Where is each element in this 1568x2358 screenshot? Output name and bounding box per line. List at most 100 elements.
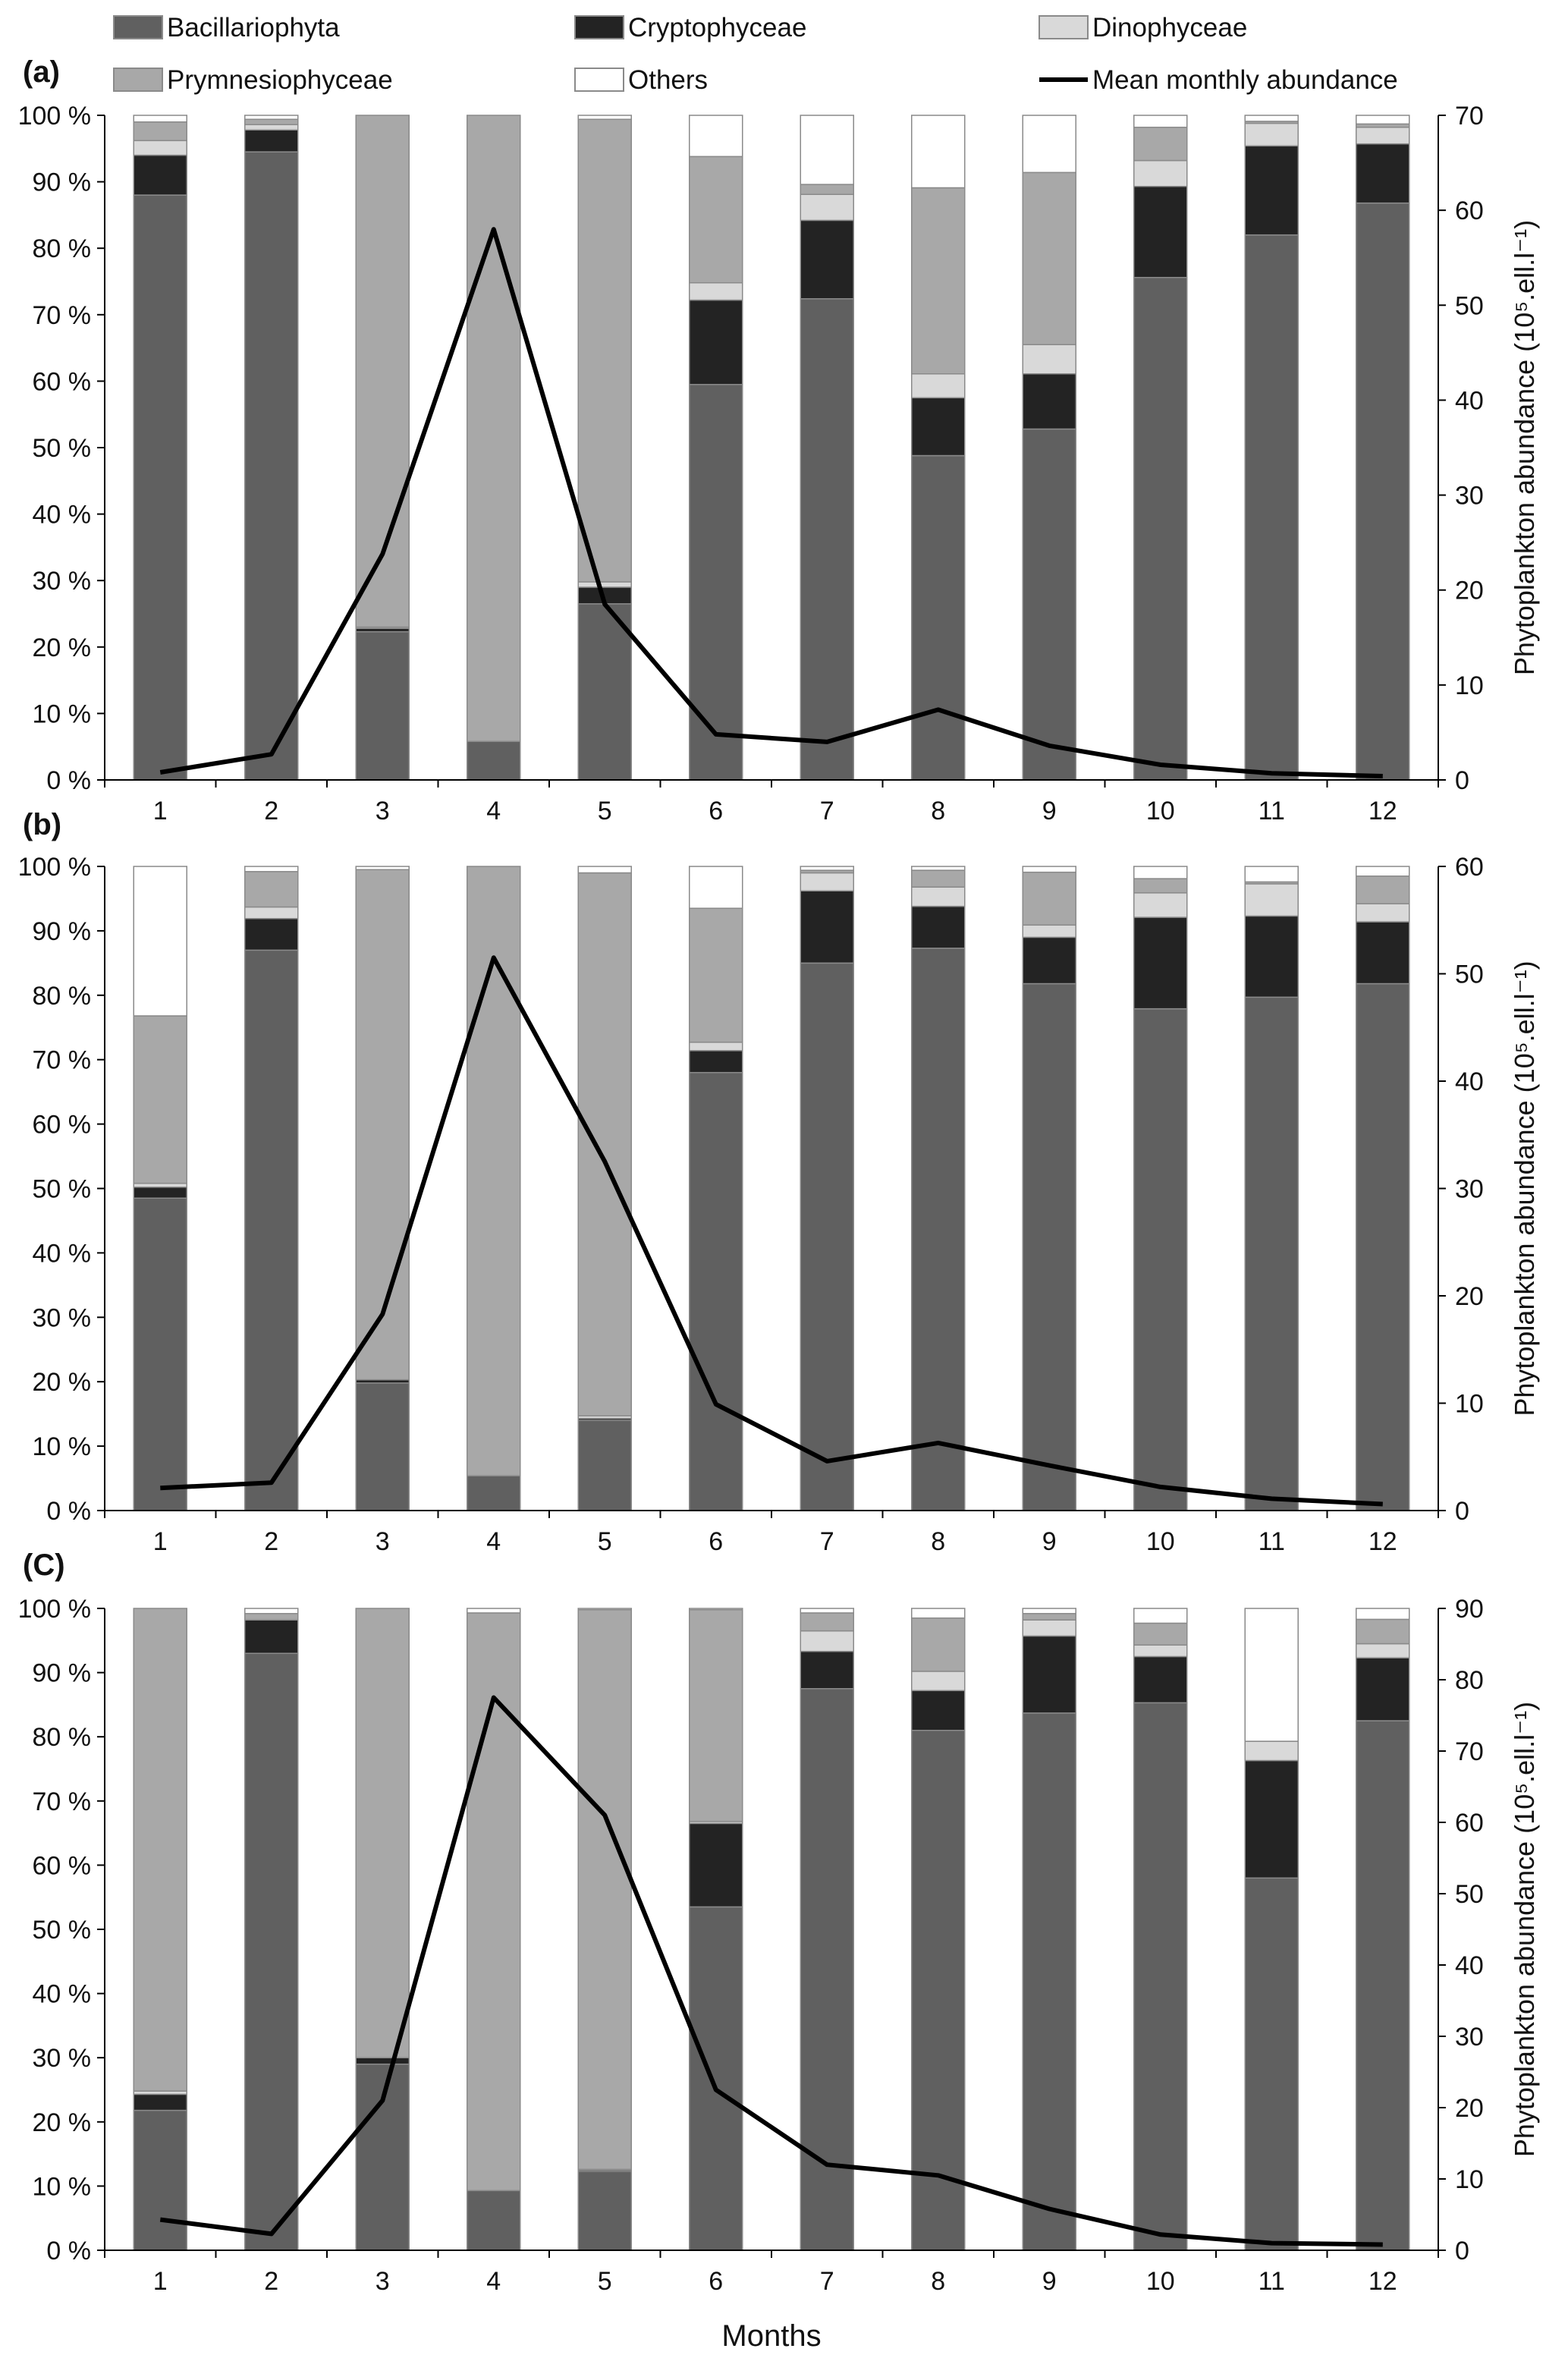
bar-segment-bacillariophyta — [689, 1071, 743, 1511]
bar-segment-cryptophyceae — [689, 1822, 743, 1908]
bar-segment-dinophyceae — [1356, 1643, 1410, 1658]
x-tick-label: 3 — [376, 2267, 390, 2296]
x-tick-label: 2 — [264, 797, 278, 825]
bar-segment-cryptophyceae — [911, 1690, 966, 1731]
bar-segment-others — [244, 1608, 299, 1614]
legend-swatch-dinophyceae — [1039, 15, 1089, 39]
y-right-tick-label: 30 — [1455, 1175, 1484, 1204]
bar-segment-cryptophyceae — [1022, 373, 1076, 430]
bar-segment-bacillariophyta — [1356, 982, 1410, 1511]
x-tick-label: 9 — [1042, 1527, 1057, 1556]
y-left-tick-label: 80 % — [33, 982, 92, 1011]
bar-segment-prymnesiophyceae — [911, 1617, 966, 1672]
bar-segment-bacillariophyta — [1133, 1008, 1188, 1511]
bar-segment-others — [689, 115, 743, 158]
y-right-tick-label: 20 — [1455, 1282, 1484, 1311]
chart-panel-a: (a)0 %10 %20 %30 %40 %50 %60 %70 %80 %90… — [18, 55, 1540, 825]
chart-panel-b: (b)0 %10 %20 %30 %40 %50 %60 %70 %80 %90… — [18, 808, 1540, 1556]
bar-segment-prymnesiophyceae — [911, 869, 966, 888]
legend-label-prymnesiophyceae: Prymnesiophyceae — [167, 65, 393, 95]
bar-segment-prymnesiophyceae — [355, 869, 410, 1381]
y-right-tick-label: 20 — [1455, 577, 1484, 605]
bar-segment-cryptophyceae — [911, 397, 966, 457]
y-right-tick-label: 20 — [1455, 2094, 1484, 2123]
y-right-axis-label: Phytoplankton abundance (10⁵.ell.l⁻¹) — [1509, 1702, 1540, 2157]
y-left-tick-label: 70 % — [33, 1787, 92, 1816]
bar-segment-others — [911, 115, 966, 189]
legend-label-dinophyceae: Dinophyceae — [1092, 13, 1247, 42]
bar-segment-bacillariophyta — [1244, 996, 1299, 1511]
x-tick-label: 5 — [598, 797, 612, 825]
bar-segment-dinophyceae — [911, 373, 966, 399]
y-right-tick-label: 30 — [1455, 482, 1484, 511]
bar-segment-others — [577, 115, 632, 121]
bar-segment-cryptophyceae — [1133, 916, 1188, 1010]
bar-segment-dinophyceae — [800, 872, 854, 892]
legend-label-cryptophyceae: Cryptophyceae — [628, 13, 806, 42]
y-left-tick-label: 30 % — [33, 1303, 92, 1332]
bar-segment-bacillariophyta — [1022, 428, 1076, 781]
bar-segment-cryptophyceae — [1133, 1655, 1188, 1704]
bar-segment-prymnesiophyceae — [577, 1608, 632, 2171]
bar-segment-prymnesiophyceae — [244, 118, 299, 126]
bar-segment-others — [244, 866, 299, 872]
chart-panel-c: (C)0 %10 %20 %30 %40 %50 %60 %70 %80 %90… — [18, 1548, 1540, 2353]
bar-segment-cryptophyceae — [1244, 145, 1299, 236]
bar-segment-bacillariophyta — [355, 630, 410, 781]
bar-segment-prymnesiophyceae — [689, 156, 743, 284]
bar-segment-prymnesiophyceae — [689, 907, 743, 1043]
y-right-tick-label: 90 — [1455, 1595, 1484, 1624]
bar-segment-prymnesiophyceae — [577, 872, 632, 1416]
bar-segment-cryptophyceae — [689, 299, 743, 385]
bar-segment-others — [911, 866, 966, 871]
legend-label-others: Others — [628, 65, 708, 95]
x-tick-label: 6 — [709, 1527, 723, 1556]
bar-segment-prymnesiophyceae — [133, 121, 187, 142]
bar-segment-others — [800, 115, 854, 185]
x-tick-label: 2 — [264, 1527, 278, 1556]
bar-segment-others — [800, 1608, 854, 1614]
bar-segment-prymnesiophyceae — [1356, 1618, 1410, 1645]
bar-segment-others — [800, 866, 854, 871]
y-left-tick-label: 20 % — [33, 634, 92, 662]
y-left-tick-label: 100 % — [18, 102, 91, 130]
bar-segment-cryptophyceae — [244, 1619, 299, 1654]
bar-segment-cryptophyceae — [1022, 936, 1076, 985]
y-right-axis-label: Phytoplankton abundance (10⁵.ell.l⁻¹) — [1509, 960, 1540, 1416]
y-left-tick-label: 10 % — [33, 2172, 92, 2201]
y-left-tick-label: 50 % — [33, 1175, 92, 1204]
x-tick-label: 11 — [1258, 1527, 1285, 1556]
x-tick-label: 7 — [820, 1527, 834, 1556]
bar-segment-dinophyceae — [577, 581, 632, 588]
bar-segment-dinophyceae — [1022, 924, 1076, 938]
bar-segment-others — [577, 866, 632, 874]
x-tick-label: 8 — [931, 1527, 945, 1556]
y-right-tick-label: 30 — [1455, 2023, 1484, 2051]
bar-segment-prymnesiophyceae — [800, 1612, 854, 1632]
y-left-tick-label: 100 % — [18, 1595, 91, 1624]
line-series-mean-monthly-abundance — [159, 1695, 1383, 2247]
bar-segment-bacillariophyta — [1356, 202, 1410, 781]
y-right-tick-label: 40 — [1455, 1951, 1484, 1980]
bar-segment-cryptophyceae — [1356, 1657, 1410, 1721]
panel-label: (C) — [23, 1548, 65, 1582]
bar-segment-bacillariophyta — [244, 1652, 299, 2251]
bar-segment-bacillariophyta — [1022, 1712, 1076, 2251]
x-tick-label: 4 — [486, 797, 501, 825]
bar-segment-others — [244, 115, 299, 121]
bar-segment-others — [1022, 866, 1076, 873]
bar-segment-prymnesiophyceae — [355, 1608, 410, 2058]
x-tick-label: 1 — [153, 2267, 168, 2296]
bar-segment-others — [1356, 866, 1410, 877]
bar-segment-prymnesiophyceae — [800, 184, 854, 195]
x-tick-label: 6 — [709, 797, 723, 825]
bar-segment-dinophyceae — [800, 1630, 854, 1652]
bar-segment-prymnesiophyceae — [689, 1608, 743, 1822]
bar-segment-bacillariophyta — [355, 2063, 410, 2251]
bar-segment-prymnesiophyceae — [467, 115, 521, 742]
bar-segment-dinophyceae — [911, 1671, 966, 1692]
bar-segment-cryptophyceae — [1244, 1759, 1299, 1879]
y-right-tick-label: 40 — [1455, 386, 1484, 415]
bar-segment-prymnesiophyceae — [133, 1608, 187, 2092]
bar-segment-cryptophyceae — [800, 890, 854, 964]
